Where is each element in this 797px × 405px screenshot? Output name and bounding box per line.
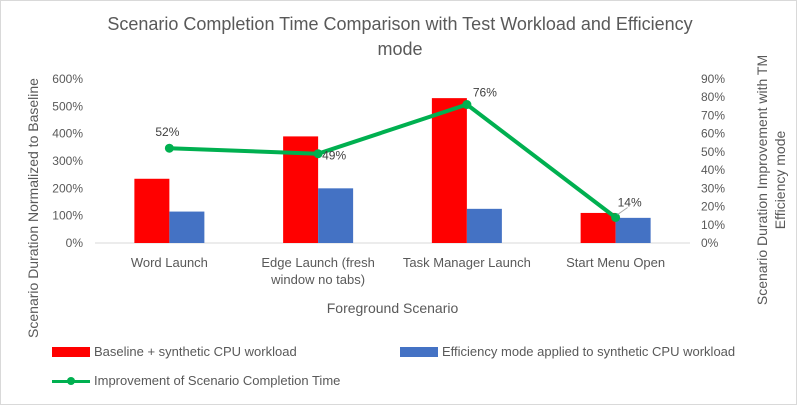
legend-item-improvement: Improvement of Scenario Completion Time: [52, 373, 340, 388]
bar-baseline: [580, 212, 616, 243]
bar-efficiency: [318, 188, 354, 243]
y2-axis-title-line2: Efficiency mode: [772, 131, 788, 230]
y2-tick-label: 10%: [701, 218, 725, 232]
x-axis-title: Foreground Scenario: [327, 300, 459, 316]
y2-tick-label: 90%: [701, 72, 725, 86]
legend-label-efficiency: Efficiency mode applied to synthetic CPU…: [442, 344, 736, 359]
y2-tick-label: 70%: [701, 108, 725, 122]
y2-tick-label: 80%: [701, 90, 725, 104]
legend-item-efficiency: Efficiency mode applied to synthetic CPU…: [400, 344, 735, 359]
y-tick-label: 500%: [52, 99, 83, 113]
chart-title-line1: Scenario Completion Time Comparison with…: [107, 14, 693, 34]
y2-tick-label: 0%: [701, 236, 719, 250]
legend-label-baseline: Baseline + synthetic CPU workload: [94, 344, 297, 359]
data-label-leader: [617, 207, 628, 215]
y-axis-title: Scenario Duration Normalized to Baseline: [25, 78, 41, 338]
improvement-point: [611, 212, 621, 222]
improvement-point: [164, 143, 174, 153]
y-tick-label: 100%: [52, 209, 83, 223]
bar-baseline: [431, 98, 467, 243]
x-tick-label: Edge Launch (fresh: [261, 255, 374, 270]
legend-swatch-efficiency: [400, 346, 438, 357]
chart-title: Scenario Completion Time Comparison with…: [80, 12, 720, 62]
y-tick-label: 600%: [52, 72, 83, 86]
x-tick-label: window no tabs): [270, 272, 365, 287]
y2-tick-label: 60%: [701, 127, 725, 141]
y2-tick-label: 40%: [701, 163, 725, 177]
improvement-data-label: 49%: [322, 149, 346, 163]
x-tick-label: Start Menu Open: [566, 255, 665, 270]
legend-item-baseline: Baseline + synthetic CPU workload: [52, 344, 297, 359]
chart-title-line2: mode: [377, 39, 423, 59]
bar-baseline: [134, 178, 170, 243]
legend-swatch-improvement: [52, 375, 90, 387]
bar-efficiency: [615, 217, 651, 243]
bar-efficiency: [466, 208, 502, 243]
x-tick-label: Task Manager Launch: [403, 255, 531, 270]
y2-tick-label: 50%: [701, 145, 725, 159]
y-tick-label: 400%: [52, 127, 83, 141]
bar-efficiency: [169, 211, 205, 243]
improvement-line: [169, 102, 617, 220]
x-tick-label: Word Launch: [131, 255, 208, 270]
improvement-data-label: 52%: [155, 125, 179, 139]
legend-swatch-baseline: [52, 346, 90, 357]
improvement-point: [462, 100, 472, 110]
y2-tick-label: 30%: [701, 181, 725, 195]
y-tick-label: 300%: [52, 154, 83, 168]
improvement-data-label: 14%: [618, 195, 642, 209]
improvement-point: [313, 149, 323, 159]
legend-label-improvement: Improvement of Scenario Completion Time: [94, 373, 341, 388]
y-tick-label: 200%: [52, 181, 83, 195]
improvement-data-label: 76%: [473, 86, 497, 100]
y2-tick-label: 20%: [701, 200, 725, 214]
y-tick-label: 0%: [66, 236, 84, 250]
y2-axis-title-line1: Scenario Duration Improvement with TM: [754, 55, 770, 305]
